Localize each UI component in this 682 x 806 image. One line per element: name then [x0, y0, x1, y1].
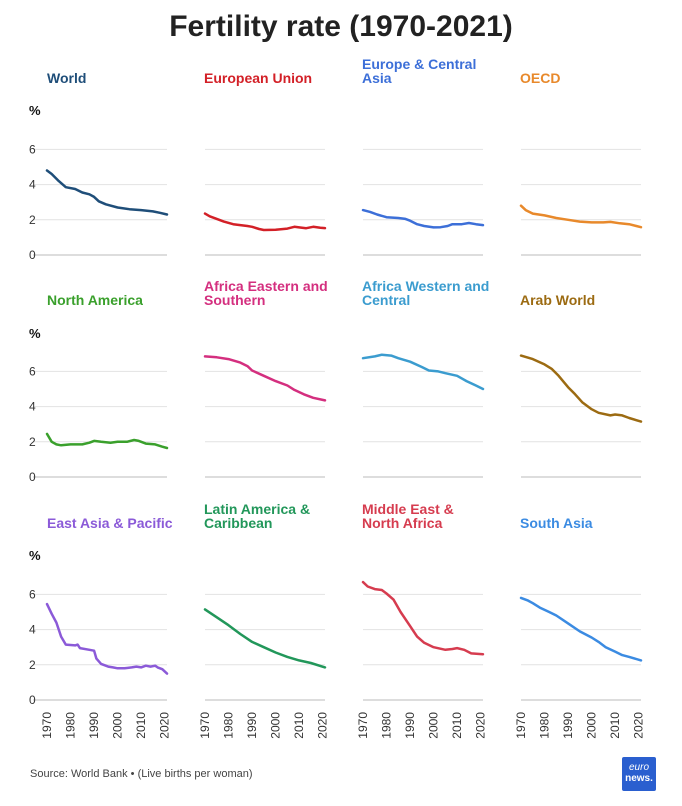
x-tick-label: 1980 — [222, 712, 236, 739]
x-tick-label: 1990 — [87, 712, 101, 739]
panel-title-africa-eastern-southern: Africa Eastern and Southern — [204, 278, 328, 308]
series-line-3 — [519, 204, 643, 229]
series-line-7 — [519, 354, 643, 423]
x-tick-label: 2010 — [134, 712, 148, 739]
x-tick-label: 1980 — [64, 712, 78, 739]
x-tick-label: 1970 — [198, 712, 212, 739]
panel-title-oecd: OECD — [520, 70, 561, 86]
y-tick-label: 4 — [29, 400, 36, 414]
y-tick-label: 2 — [29, 658, 36, 672]
panel-title-east-asia-pacific: East Asia & Pacific — [47, 515, 173, 531]
x-tick-label: 1990 — [403, 712, 417, 739]
x-tick-label: 2010 — [450, 712, 464, 739]
series-line-0 — [45, 169, 169, 216]
x-tick-label: 2020 — [158, 712, 172, 739]
y-tick-label: 2 — [29, 213, 36, 227]
panel-title-middle-east-north-africa: Middle East & North Africa — [362, 501, 454, 531]
x-tick-label: 2000 — [269, 712, 283, 739]
x-tick-label: 1980 — [538, 712, 552, 739]
x-tick-label: 1990 — [561, 712, 575, 739]
euronews-logo: euro news. — [622, 757, 656, 791]
panel-title-arab-world: Arab World — [520, 292, 596, 308]
y-unit-label-row2: % — [29, 326, 41, 341]
series-line-10 — [361, 580, 485, 656]
series-line-2 — [361, 208, 485, 229]
series-line-5 — [203, 355, 327, 402]
series-line-9 — [203, 608, 327, 669]
y-tick-label: 2 — [29, 435, 36, 449]
panel-title-africa-western-central: Africa Western and Central — [362, 278, 490, 308]
panel-title-north-america: North America — [47, 292, 143, 308]
y-tick-label: 0 — [29, 470, 36, 484]
y-unit-label-row1: % — [29, 103, 41, 118]
panel-title-europe-central-asia: Europe & Central Asia — [362, 56, 477, 86]
x-tick-label: 2010 — [608, 712, 622, 739]
series-line-6 — [361, 353, 485, 391]
panel-title-world: World — [47, 70, 87, 86]
y-tick-label: 4 — [29, 623, 36, 637]
y-tick-label: 0 — [29, 693, 36, 707]
panel-title-latin-america-caribbean: Latin America & Caribbean — [204, 501, 311, 531]
logo-line1: euro — [628, 762, 649, 773]
panel-title-european-union: European Union — [204, 70, 313, 86]
x-tick-label: 1990 — [245, 712, 259, 739]
y-tick-label: 6 — [29, 364, 36, 378]
y-tick-label: 6 — [29, 142, 36, 156]
y-unit-label-row3: % — [29, 548, 41, 563]
x-tick-label: 1970 — [40, 712, 54, 739]
series-line-1 — [203, 212, 327, 232]
x-tick-label: 2010 — [292, 712, 306, 739]
x-tick-label: 1980 — [380, 712, 394, 739]
series-line-4 — [45, 432, 169, 450]
x-tick-label: 1970 — [514, 712, 528, 739]
panel-title-south-asia: South Asia — [520, 515, 593, 531]
x-tick-label: 2020 — [474, 712, 488, 739]
series-line-8 — [45, 602, 169, 675]
x-tick-label: 2000 — [585, 712, 599, 739]
logo-line2: news. — [625, 773, 653, 784]
y-tick-label: 4 — [29, 178, 36, 192]
x-tick-label: 2020 — [316, 712, 330, 739]
x-tick-label: 2020 — [632, 712, 646, 739]
chart-title: Fertility rate (1970-2021) — [169, 10, 513, 43]
series-line-11 — [519, 596, 643, 662]
x-tick-label: 2000 — [427, 712, 441, 739]
y-tick-label: 0 — [29, 248, 36, 262]
x-tick-label: 2000 — [111, 712, 125, 739]
source-note: Source: World Bank • (Live births per wo… — [30, 768, 253, 780]
y-tick-label: 6 — [29, 587, 36, 601]
x-tick-label: 1970 — [356, 712, 370, 739]
